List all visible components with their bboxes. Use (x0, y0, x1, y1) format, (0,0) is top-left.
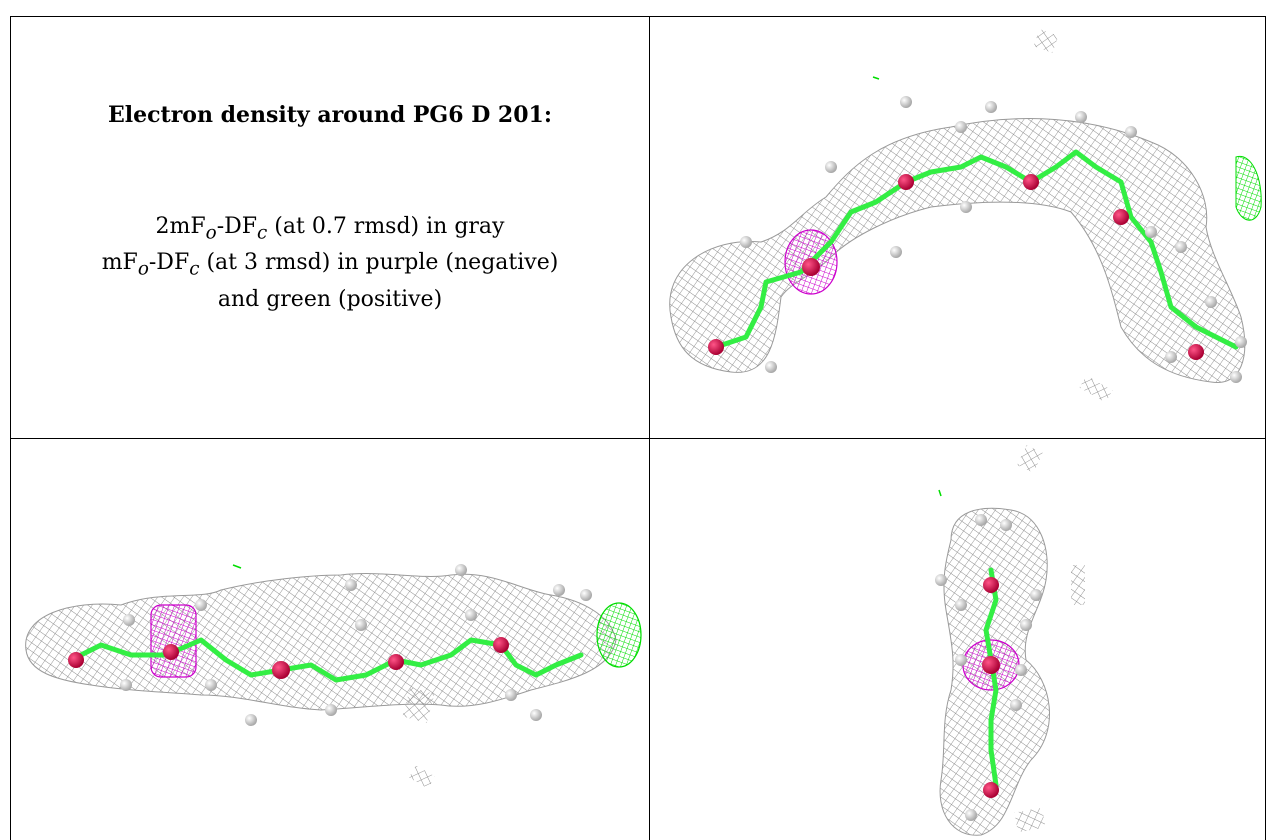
table-border-top (10, 16, 1266, 17)
density-render-top-right (669, 29, 1262, 403)
oxygen-atoms (982, 577, 1000, 798)
molecule-backbone (713, 149, 1239, 350)
positive-density-blob (1235, 155, 1262, 221)
stray-green-fragment (232, 564, 242, 569)
table-divider-vertical (649, 16, 650, 840)
molecule-backbone (983, 567, 999, 788)
stray-mesh-fragment (1071, 565, 1085, 605)
stray-mesh-fragment (1079, 375, 1113, 403)
stray-mesh-fragment (1014, 807, 1046, 833)
density-render-bottom-left (25, 564, 642, 789)
hydrogen-atoms (935, 514, 1042, 821)
density-view-top-right (651, 17, 1265, 437)
oxygen-atoms (708, 174, 1204, 360)
stray-mesh-fragment (1017, 445, 1043, 473)
stray-mesh-fragment (402, 687, 435, 723)
hydrogen-atoms (120, 564, 592, 726)
stray-mesh-fragment (1033, 29, 1059, 53)
hydrogen-atoms (740, 96, 1247, 383)
figure-table (10, 16, 1266, 840)
table-divider-horizontal (10, 438, 1266, 439)
table-border-left (10, 16, 11, 840)
density-view-bottom-right (651, 440, 1265, 840)
density-render-bottom-right (935, 445, 1085, 836)
mesh-envelope (669, 118, 1246, 384)
mesh-envelope (25, 573, 617, 711)
caption-line-gray: 2mFo-DFc (at 0.7 rmsd) in gray (155, 214, 505, 244)
stray-green-fragment (872, 76, 880, 80)
stray-mesh-fragment (408, 765, 436, 789)
oxygen-atoms (68, 637, 509, 679)
caption-line-difference: mFo-DFc (at 3 rmsd) in purple (negative) (101, 250, 559, 280)
caption-line-positive: and green (positive) (217, 286, 443, 312)
negative-density-blob (150, 604, 197, 678)
positive-density-blob (596, 602, 642, 668)
caption-cell: Electron density around PG6 D 201: 2mFo-… (10, 16, 650, 436)
caption-title: Electron density around PG6 D 201: (108, 102, 552, 128)
density-view-bottom-left (11, 440, 649, 840)
table-border-right (1265, 16, 1266, 840)
caption-description: 2mFo-DFc (at 0.7 rmsd) in gray mFo-DFc (… (10, 212, 650, 315)
stray-green-fragment (938, 489, 942, 497)
